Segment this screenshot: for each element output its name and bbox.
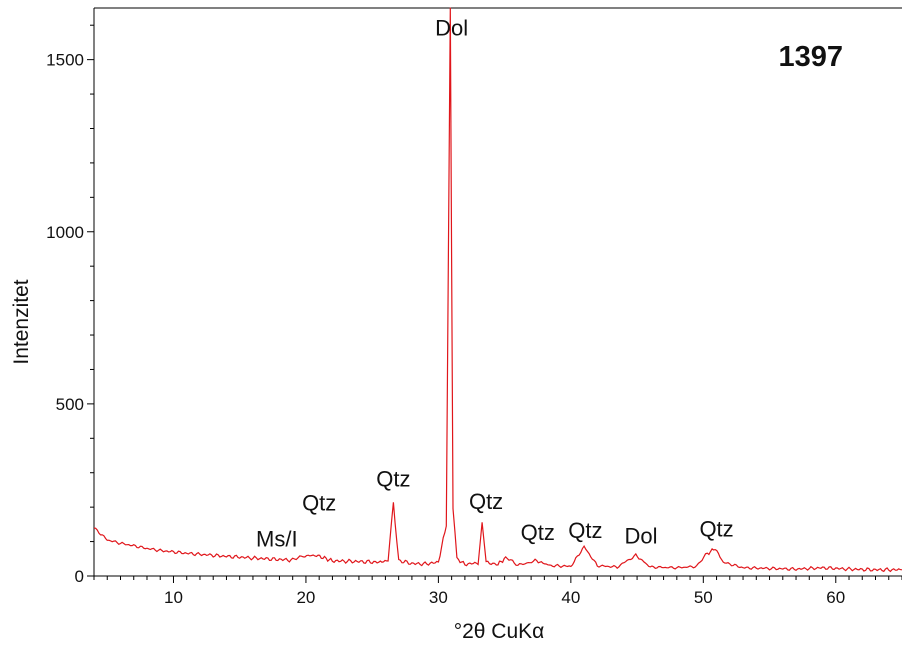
axes [93,7,902,577]
x-tick-label: 60 [826,588,845,607]
peak-label: Dol [435,16,468,41]
x-tick-label: 20 [296,588,315,607]
peak-label: Qtz [469,489,503,514]
peak-label: Qtz [521,520,555,545]
y-ticks: 0 500 1000 1500 [46,24,94,586]
peak-label: Qtz [699,516,733,541]
sample-id: 1397 [778,41,843,73]
y-tick-label: 1500 [46,51,84,70]
series-line [93,7,902,573]
x-tick-label: 30 [429,588,448,607]
peak-label: Qtz [302,491,336,516]
x-tick-label: 50 [694,588,713,607]
y-axis-label: Intenzitet [10,279,33,364]
y-tick-label: 1000 [46,223,84,242]
peak-label: Ms/I [256,527,298,552]
x-tick-label: 40 [561,588,580,607]
y-tick-label: 500 [56,395,84,414]
x-axis-label: °2θ CuKα [454,620,545,643]
peak-label: Qtz [568,518,602,543]
peak-label: Qtz [376,466,410,491]
y-tick-label: 0 [75,567,84,586]
x-tick-label: 10 [164,588,183,607]
x-ticks: 10 20 30 40 50 60 [93,576,902,607]
peak-label: Dol [625,523,658,548]
